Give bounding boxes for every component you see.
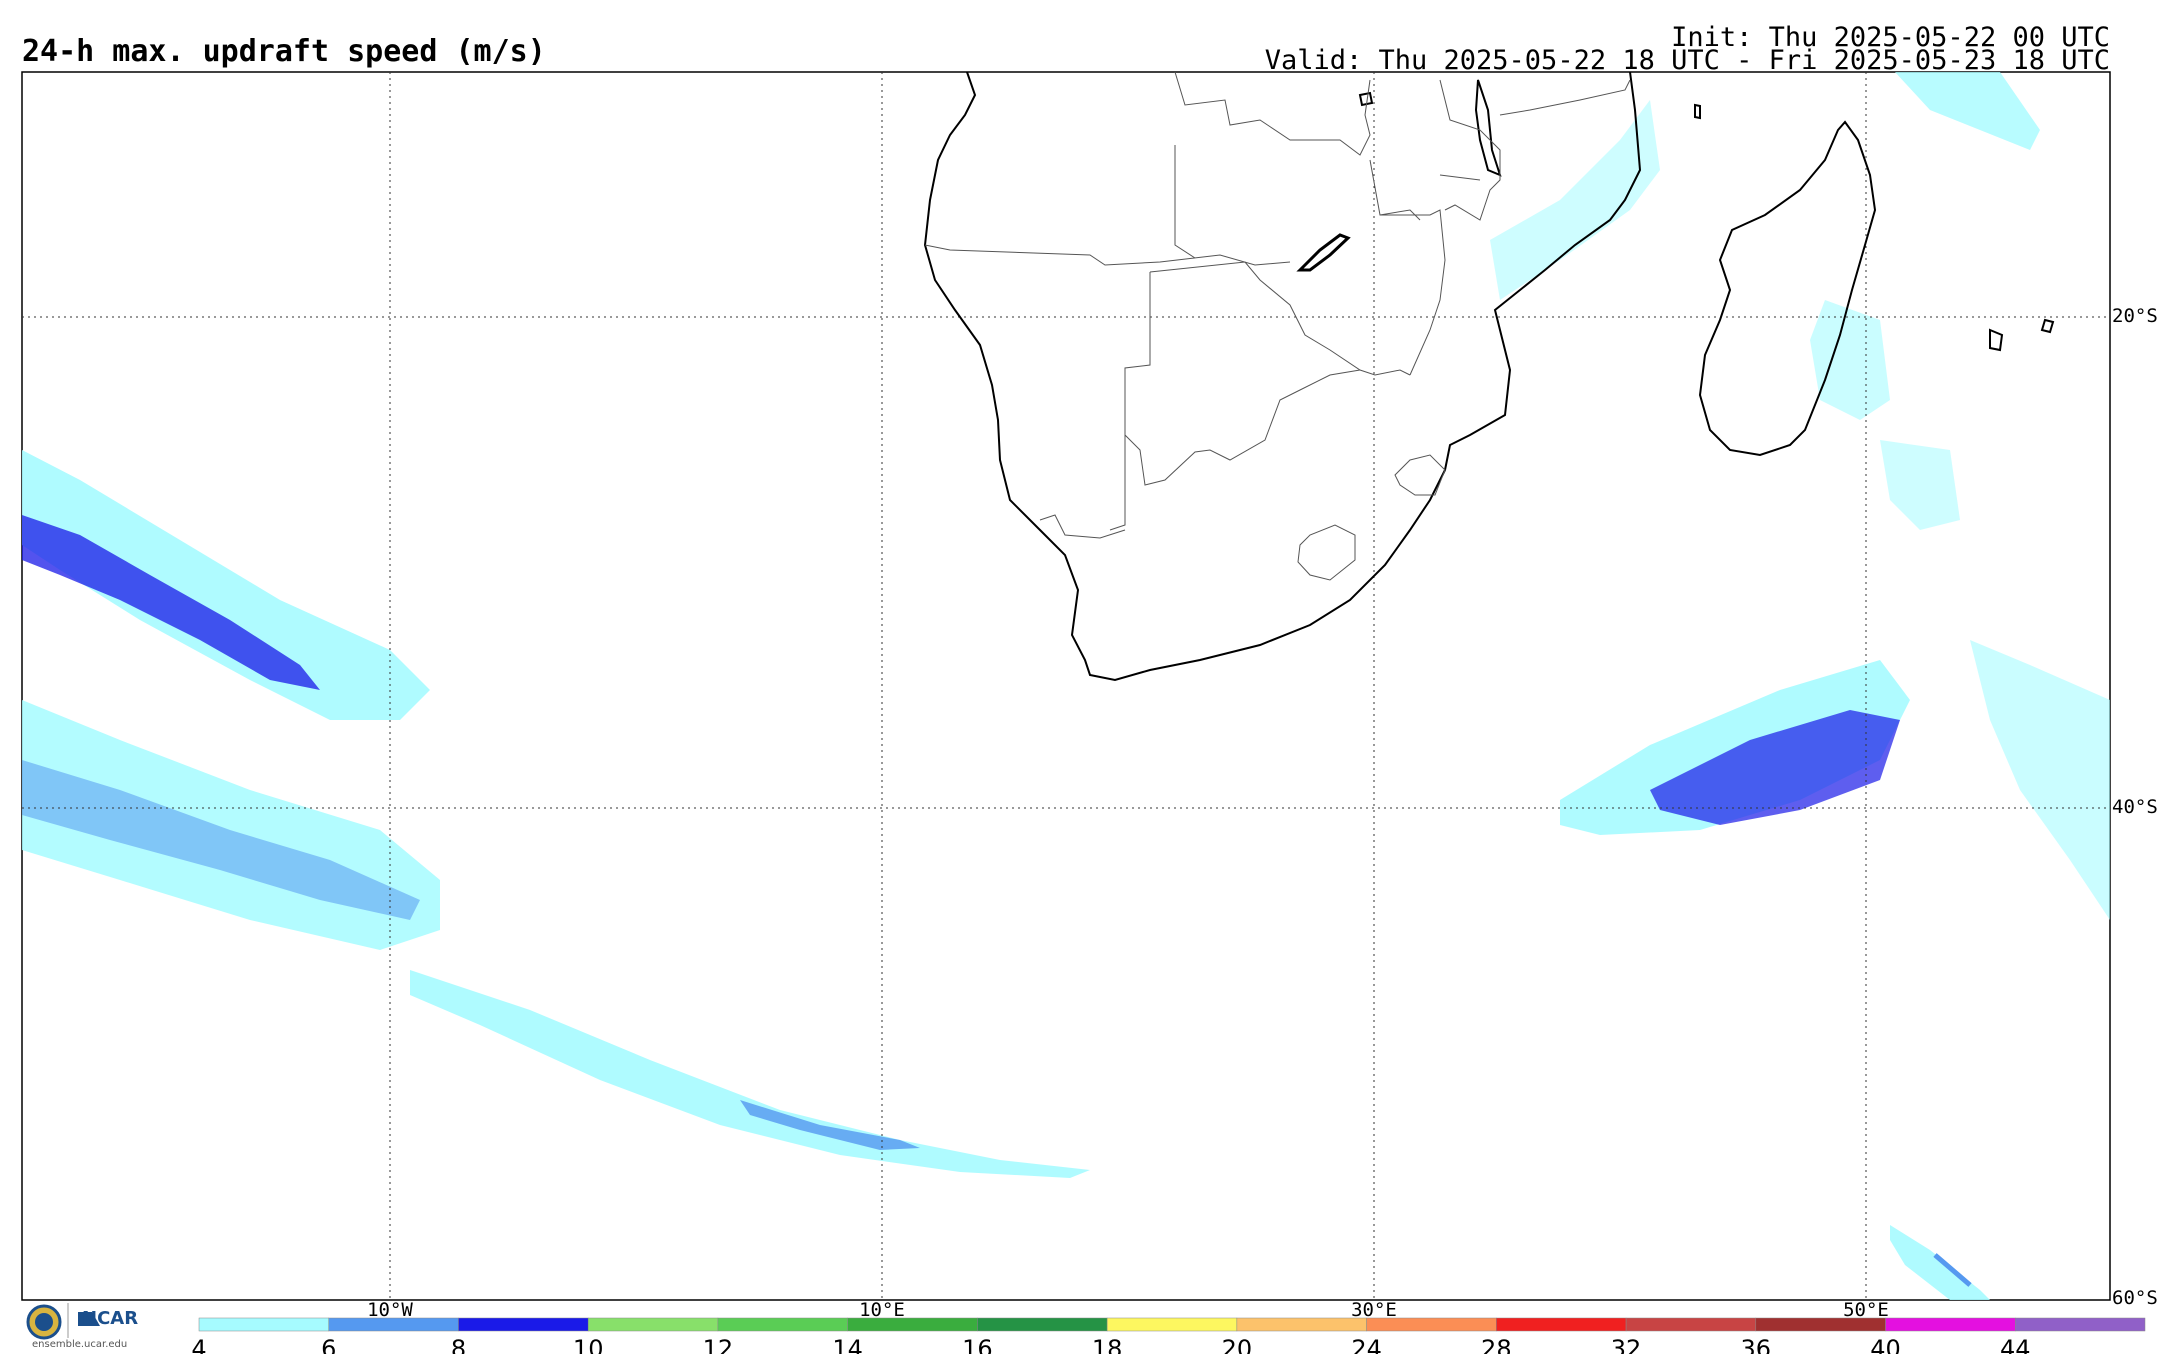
colorbar-tick-label: 40 [1870, 1335, 1901, 1354]
nsf-logo [26, 1303, 100, 1340]
colorbar-swatch [198, 1317, 329, 1332]
lon-label-10e: 10°E [859, 1299, 905, 1321]
colorbar-tick-label: 6 [321, 1335, 336, 1354]
colorbar-tick-label: 8 [451, 1335, 466, 1354]
shading-sw-band [22, 450, 430, 720]
colorbar-swatch [1106, 1317, 1238, 1332]
lat-label-60s: 60°S [2112, 1287, 2158, 1309]
colorbar-swatch [2015, 1317, 2146, 1332]
colorbar-tick-label: 32 [1611, 1335, 1642, 1354]
colorbar-swatch [1885, 1317, 2016, 1332]
small-island-1 [1989, 328, 2004, 352]
country-borders [924, 71, 1631, 581]
shading-madagascar-e [1810, 300, 1890, 420]
colorbar-swatch [847, 1317, 978, 1332]
lat-label-40s: 40°S [2112, 796, 2158, 818]
shading-far-se [1970, 640, 2110, 920]
shading-mozambique [1490, 100, 1660, 300]
colorbar-tick-label: 20 [1222, 1335, 1253, 1354]
colorbar-tick-label: 28 [1481, 1335, 1512, 1354]
colorbar-swatch [458, 1317, 589, 1332]
shading-ne [1895, 72, 2040, 150]
valid-time: Valid: Thu 2025-05-22 18 UTC - Fri 2025-… [1264, 45, 2110, 76]
shading-s-band-core [740, 1100, 920, 1150]
coastlines [923, 71, 2055, 682]
map-title: 24-h max. updraft speed (m/s) [22, 34, 546, 69]
site-url: ensemble.ucar.edu [32, 1339, 128, 1350]
shading-e-patch [1880, 440, 1960, 530]
colorbar-swatch [328, 1317, 459, 1332]
colorbar-swatch [977, 1317, 1108, 1332]
lon-label-10w: 10°W [367, 1299, 413, 1321]
small-island-3 [1694, 103, 1701, 120]
colorbar-tick-label: 4 [191, 1335, 206, 1354]
shading-sw-band-core [22, 515, 320, 690]
colorbar-tick-label: 18 [1092, 1335, 1123, 1354]
init-time: Init: Thu 2025-05-22 00 UTC [1671, 22, 2110, 53]
colorbar-swatch [587, 1317, 719, 1332]
graticule [22, 72, 2110, 1300]
colorbar: 4 6 8 10 12 14 16 18 20 24 28 32 36 40 44 [191, 1317, 2146, 1354]
colorbar-swatch [717, 1317, 848, 1332]
colorbar-swatch [1366, 1317, 1497, 1332]
africa-coastline [923, 71, 1642, 682]
small-island-4 [1358, 91, 1374, 107]
colorbar-tick-label: 44 [2000, 1335, 2031, 1354]
lake-kariba [1296, 233, 1351, 272]
ncar-logo-text: NCAR [82, 1308, 139, 1329]
lat-label-20s: 20°S [2112, 305, 2158, 327]
colorbar-tick-label: 36 [1741, 1335, 1772, 1354]
lon-label-30e: 30°E [1351, 1299, 1397, 1321]
lon-label-50e: 50°E [1843, 1299, 1889, 1321]
colorbar-tick-label: 14 [832, 1335, 863, 1354]
updraft-shading [22, 72, 2110, 1300]
colorbar-tick-label: 12 [703, 1335, 734, 1354]
colorbar-tick-label: 16 [962, 1335, 993, 1354]
colorbar-swatch [1236, 1317, 1367, 1332]
lake-malawi [1474, 79, 1502, 177]
shading-w-band-core [22, 760, 420, 920]
colorbar-tick-label: 10 [573, 1335, 604, 1354]
colorbar-swatch [1625, 1317, 1757, 1332]
madagascar-coastline [1698, 120, 1877, 457]
colorbar-swatch [1755, 1317, 1886, 1332]
colorbar-swatch [1496, 1317, 1627, 1332]
small-island-2 [2040, 318, 2055, 334]
shading-se-band-core [1650, 710, 1900, 825]
colorbar-tick-label: 24 [1351, 1335, 1382, 1354]
